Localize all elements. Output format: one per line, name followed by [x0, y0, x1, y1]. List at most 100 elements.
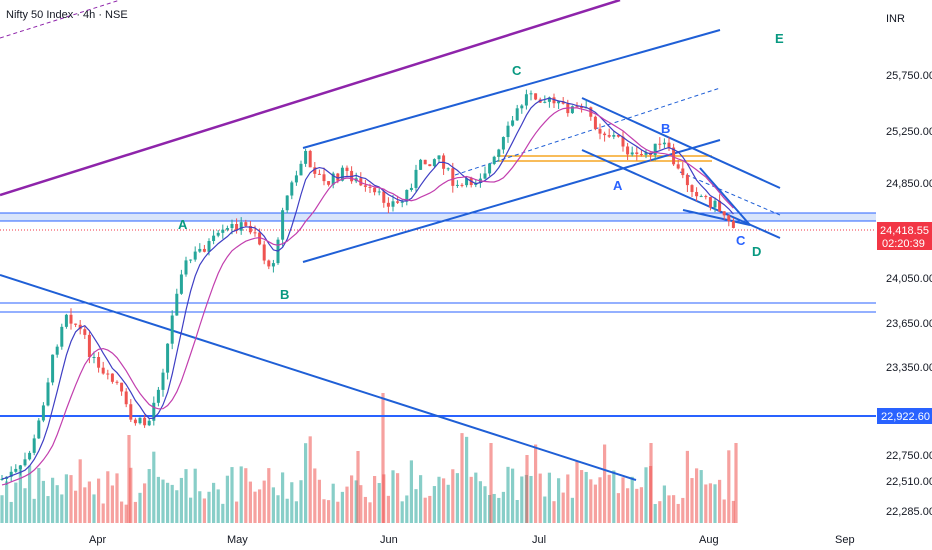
candle-body — [662, 142, 666, 145]
volume-bar — [340, 491, 344, 523]
volume-bar — [432, 486, 436, 523]
volume-bar — [147, 469, 151, 523]
candle-body — [639, 153, 643, 155]
volume-bar — [501, 491, 505, 523]
volume-bar — [258, 489, 262, 523]
candle-body — [221, 229, 225, 233]
x-tick-label: Apr — [89, 534, 106, 546]
volume-bar — [423, 497, 427, 523]
candle-body — [570, 106, 574, 114]
volume-bar — [253, 491, 257, 523]
candle-body — [718, 200, 722, 212]
level-price-badge-bg — [877, 408, 932, 424]
volume-bar — [317, 479, 321, 523]
candle-body — [667, 142, 671, 148]
volume-bar — [0, 495, 4, 523]
candle-body — [156, 389, 160, 403]
candle-body — [713, 200, 717, 208]
volume-bar — [566, 474, 570, 523]
volume-bar — [356, 451, 360, 523]
candle-body — [308, 150, 312, 168]
candle-body — [143, 417, 147, 426]
candle-body — [161, 372, 165, 390]
volume-bar — [271, 487, 275, 523]
volume-bar — [202, 498, 206, 523]
volume-bar — [64, 474, 68, 523]
volume-bar — [446, 484, 450, 523]
volume-bar — [304, 443, 308, 523]
candle-body — [704, 196, 708, 198]
volume-bar — [60, 494, 64, 523]
volume-bar — [704, 484, 708, 523]
candle-body — [32, 438, 36, 453]
ma-fast-line — [1, 97, 734, 480]
long-downtrend-line — [0, 274, 637, 481]
volume-bar — [630, 476, 634, 523]
candle-body — [414, 169, 418, 188]
volume-bar — [221, 503, 225, 523]
x-axis[interactable]: Apr May Jun Jul Aug Sep — [89, 534, 855, 546]
candle-body — [74, 323, 78, 325]
wave-label: D — [752, 244, 761, 259]
y-tick-label: 25,750.00 — [886, 70, 932, 82]
volume-bar — [676, 503, 680, 523]
candle-body — [690, 185, 694, 192]
candle-body — [460, 184, 464, 186]
volume-bar — [78, 459, 82, 523]
volume-bar — [161, 479, 165, 523]
candle-body — [621, 136, 625, 147]
candle-body — [681, 168, 685, 176]
volume-bar — [662, 485, 666, 523]
candle-body — [580, 106, 584, 108]
candle-body — [391, 201, 395, 207]
candle-body — [419, 159, 423, 170]
volume-bar — [193, 468, 197, 523]
level-price-badge: 22,922.60 — [877, 408, 932, 424]
wave-label: A — [613, 178, 623, 193]
candle-body — [294, 175, 298, 183]
candle-body — [28, 452, 32, 460]
candle-body — [603, 133, 607, 136]
volume-bar — [381, 393, 385, 523]
volume-bar — [734, 443, 738, 523]
volume-bar — [557, 478, 561, 523]
volume-bar — [179, 477, 183, 523]
volume-bar — [184, 469, 188, 523]
candle-body — [552, 97, 556, 104]
candle-body — [198, 248, 202, 252]
y-axis[interactable]: 25,750.00 25,250.00 24,850.00 24,050.00 23,6… — [886, 70, 932, 518]
volume-bar — [106, 471, 110, 523]
volume-bar — [120, 501, 124, 523]
candle-body — [97, 357, 101, 368]
volume-bar — [212, 482, 216, 523]
candle-body — [281, 210, 285, 240]
candle-body — [170, 315, 174, 344]
volume-bar — [46, 496, 50, 523]
level-price-value: 22,922.60 — [881, 411, 930, 423]
candle-body — [520, 105, 524, 109]
last-price-value: 24,418.55 — [880, 225, 929, 237]
candle-body — [83, 329, 87, 335]
volume-bar — [713, 484, 717, 523]
candle-body — [483, 173, 487, 179]
volume-bar — [400, 501, 404, 523]
volume-bar — [368, 502, 372, 523]
candle-body — [55, 346, 59, 355]
candle-body — [529, 93, 533, 95]
volume-bar — [281, 472, 285, 523]
volume-bar — [428, 495, 432, 523]
candle-body — [492, 156, 496, 164]
candle-body — [9, 471, 13, 477]
candle-body — [216, 232, 220, 236]
volume-bar — [667, 495, 671, 523]
volume-bar — [437, 476, 441, 523]
volume-bar — [37, 467, 41, 523]
candle-body — [317, 173, 321, 175]
candle-body — [207, 241, 211, 252]
volume-bar — [313, 468, 317, 523]
y-tick-label: 25,250.00 — [886, 126, 932, 138]
candle-body — [405, 189, 409, 202]
volume-bar — [41, 480, 45, 523]
